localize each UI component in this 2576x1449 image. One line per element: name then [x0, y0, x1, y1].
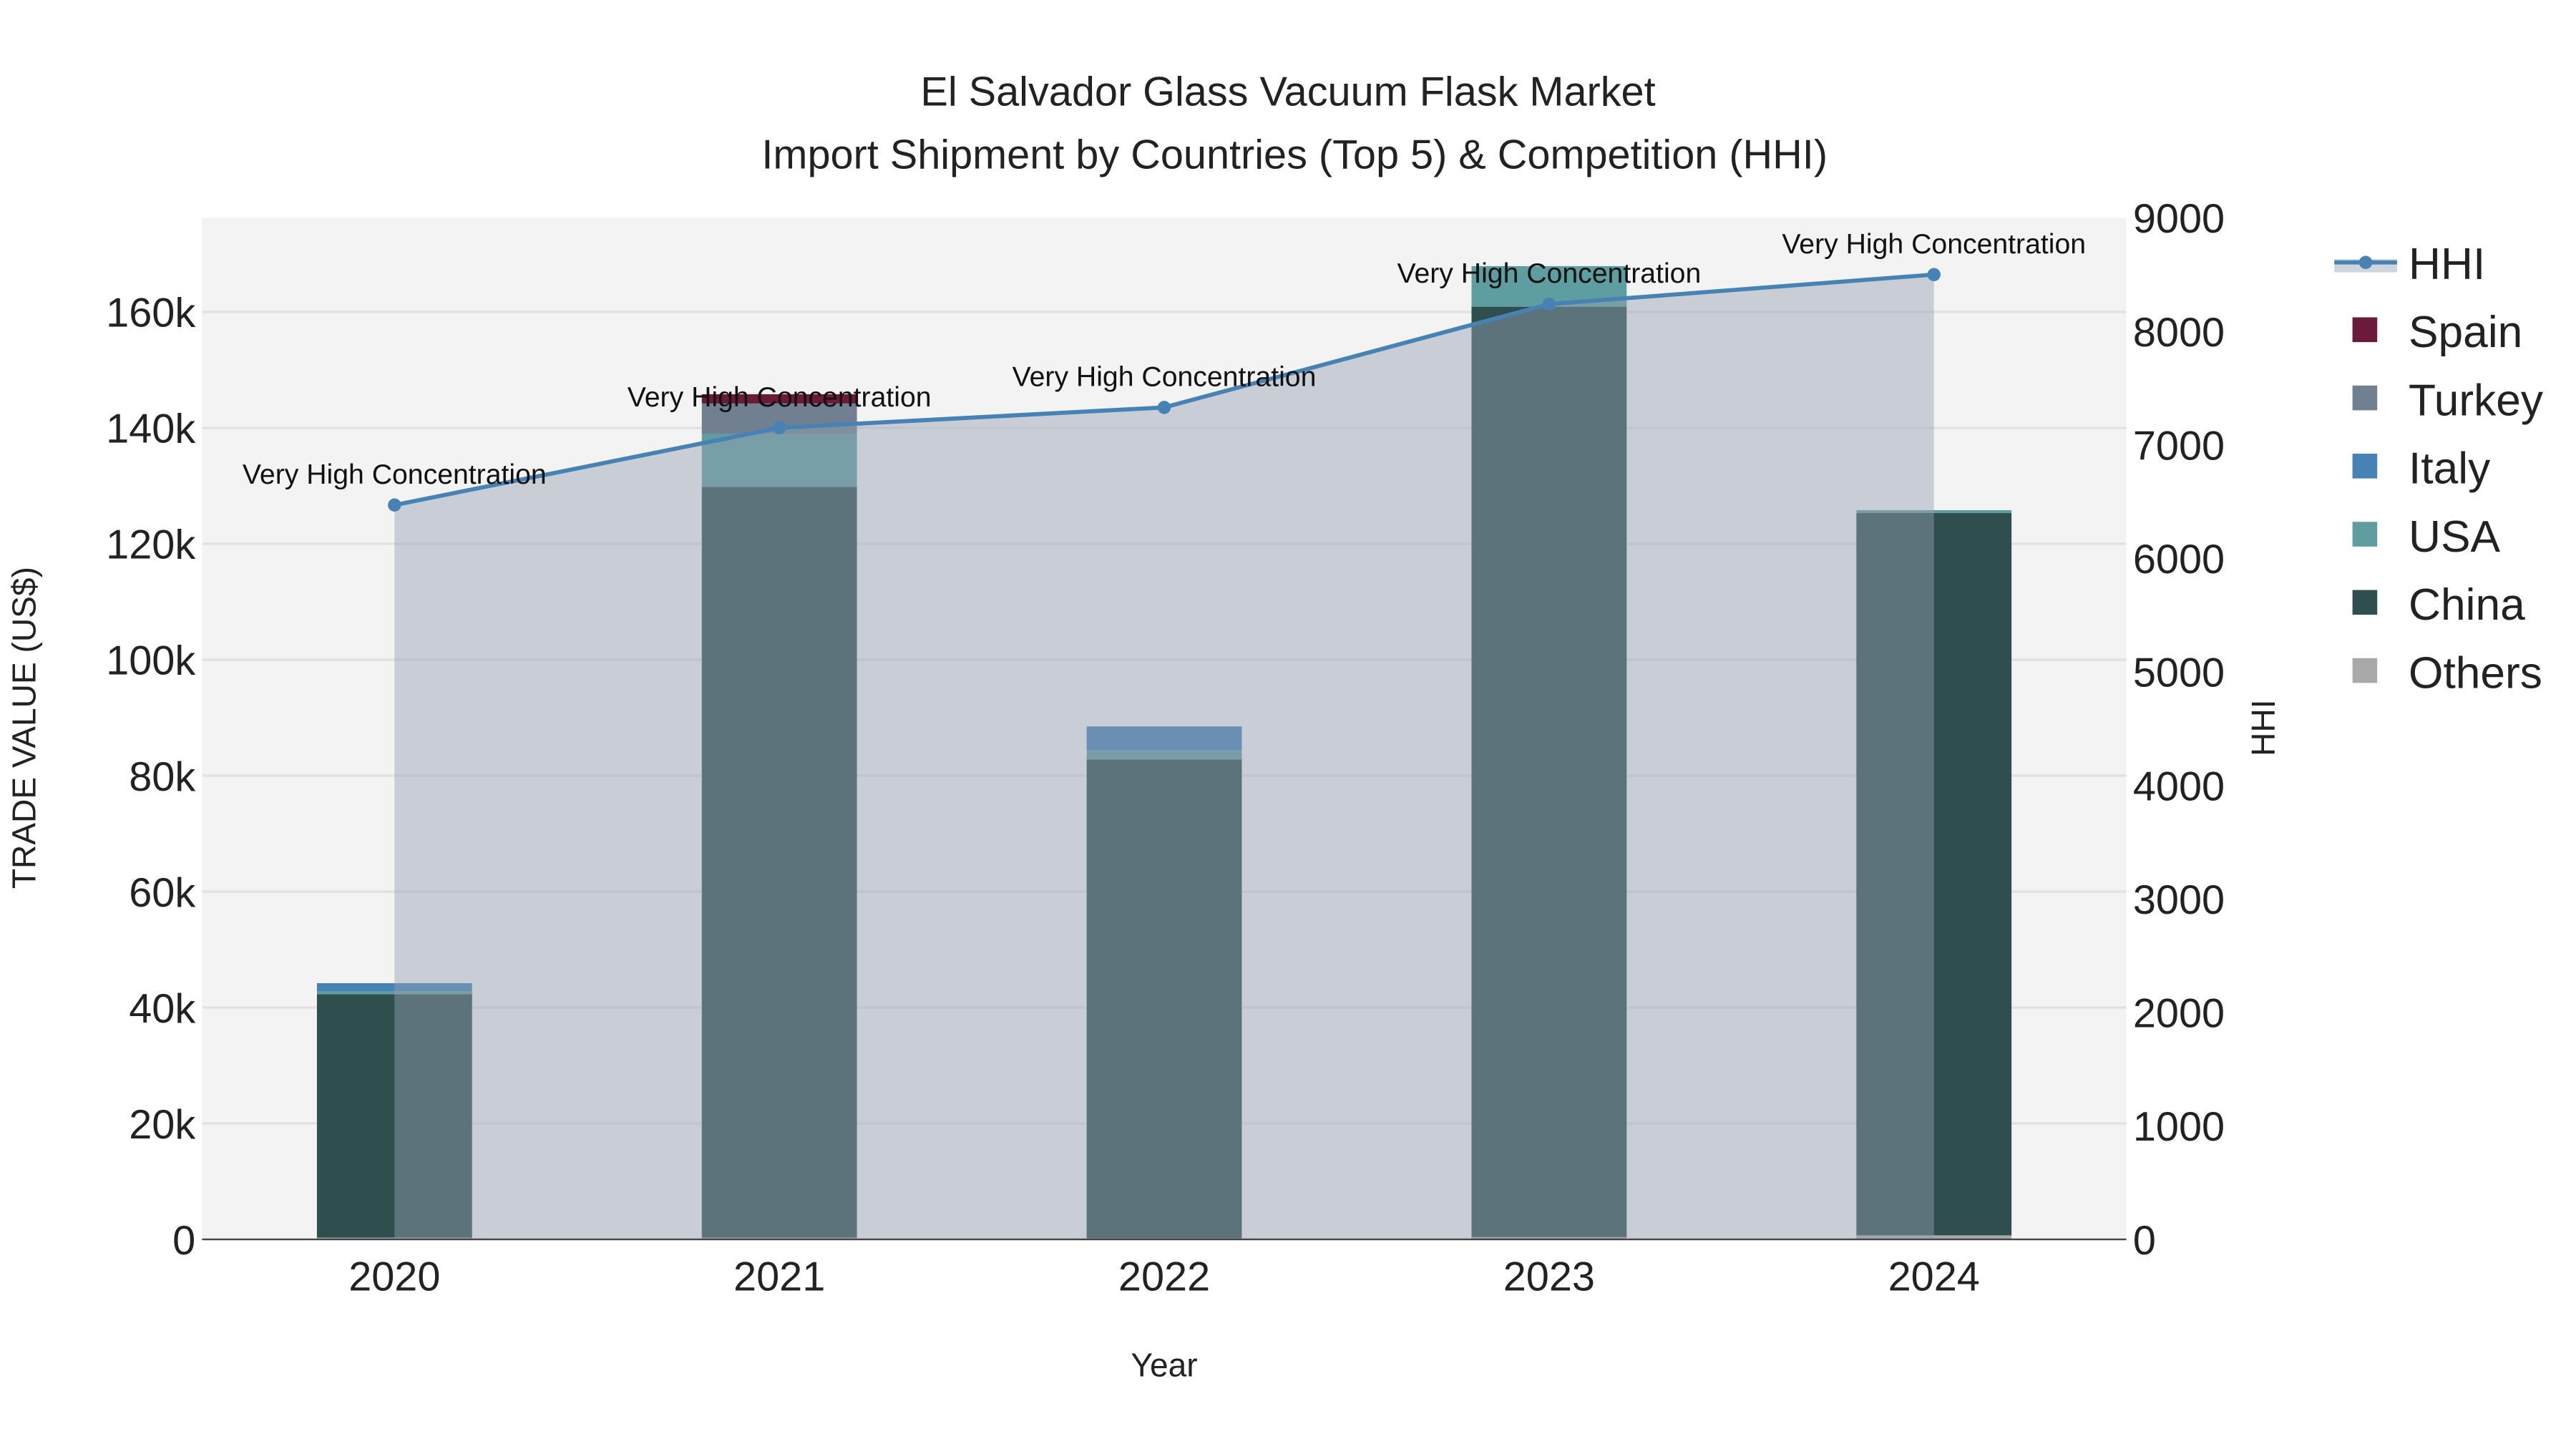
y2-tick-label: 9000 [2133, 196, 2225, 242]
legend-label: Others [2409, 648, 2542, 698]
hhi-annotation: Very High Concentration [1397, 258, 1701, 289]
hhi-point [1927, 268, 1941, 281]
x-axis-title: Year [1131, 1347, 1197, 1384]
legend-label: Turkey [2409, 376, 2544, 425]
legend: HHI Spain Turkey Italy USA China Others [2334, 240, 2544, 698]
y-tick-label: 160k [106, 291, 195, 336]
hhi-point [772, 421, 786, 435]
y2-tick-label: 7000 [2133, 423, 2225, 469]
x-tick-label: 2021 [733, 1254, 825, 1300]
legend-label: Italy [2409, 444, 2491, 494]
legend-label: HHI [2409, 240, 2485, 289]
bar-china [701, 487, 857, 1238]
legend-swatch-china [2352, 590, 2378, 615]
bar-italy [1086, 726, 1242, 751]
bar-spain [701, 394, 857, 404]
y-tick-label: 60k [129, 870, 195, 916]
bar-italy [316, 983, 472, 992]
chart-subtitle: Import Shipment by Countries (Top 5) & C… [761, 132, 1828, 177]
legend-swatch-hhi-marker [2358, 255, 2373, 269]
x-tick-label: 2020 [348, 1254, 440, 1300]
legend-swatch-others [2352, 658, 2378, 683]
bar-usa [1086, 750, 1242, 760]
y2-tick-label: 5000 [2133, 650, 2225, 696]
y2-tick-label: 2000 [2133, 991, 2225, 1037]
y2-tick-label: 8000 [2133, 310, 2225, 356]
hhi-point [1542, 297, 1556, 311]
y2-tick-label: 4000 [2133, 763, 2225, 809]
bar-others [1856, 1235, 2012, 1240]
bar-china [1471, 306, 1627, 1237]
y-tick-label: 40k [129, 986, 195, 1032]
hhi-area [394, 274, 1934, 1240]
bar-usa [1856, 509, 2012, 514]
y-tick-label: 20k [129, 1102, 195, 1148]
hhi-annotation: Very High Concentration [628, 382, 932, 413]
y-tick-label: 0 [172, 1218, 195, 1264]
bar-china [1856, 513, 2012, 1236]
legend-label: Spain [2409, 308, 2522, 357]
bar-china [316, 994, 472, 1238]
bar-usa [701, 434, 857, 487]
y-tick-label: 120k [106, 522, 195, 568]
hhi-annotation: Very High Concentration [1013, 361, 1317, 392]
bar-usa [316, 991, 472, 995]
x-tick-label: 2022 [1118, 1254, 1210, 1300]
legend-swatch-italy [2352, 454, 2378, 479]
y-axis-title: TRADE VALUE (US$) [5, 567, 42, 889]
legend-label: USA [2409, 512, 2500, 562]
y2-tick-label: 0 [2133, 1218, 2156, 1264]
y-tick-label: 100k [106, 638, 195, 684]
bar-others [316, 1237, 472, 1240]
chart-title: El Salvador Glass Vacuum Flask Market [920, 69, 1655, 115]
hhi-annotation: Very High Concentration [243, 459, 547, 490]
y-tick-label: 140k [106, 406, 195, 452]
y-tick-label: 80k [129, 754, 195, 800]
x-tick-label: 2023 [1503, 1254, 1595, 1300]
bar-others [1471, 1236, 1627, 1240]
legend-label: China [2409, 580, 2525, 630]
y2-tick-label: 1000 [2133, 1104, 2225, 1150]
y2-tick-label: 6000 [2133, 537, 2225, 582]
bar-china [1086, 759, 1242, 1239]
legend-swatch-usa [2352, 522, 2378, 547]
hhi-point [1157, 401, 1171, 414]
hhi-annotation: Very High Concentration [1782, 229, 2086, 260]
x-tick-label: 2024 [1888, 1254, 1980, 1300]
legend-swatch-turkey [2352, 385, 2378, 411]
bar-others [701, 1237, 857, 1240]
hhi-point [388, 498, 401, 512]
y2-tick-label: 3000 [2133, 877, 2225, 923]
y2-axis-title: HHI [2245, 699, 2282, 756]
legend-swatch-spain [2352, 317, 2378, 343]
